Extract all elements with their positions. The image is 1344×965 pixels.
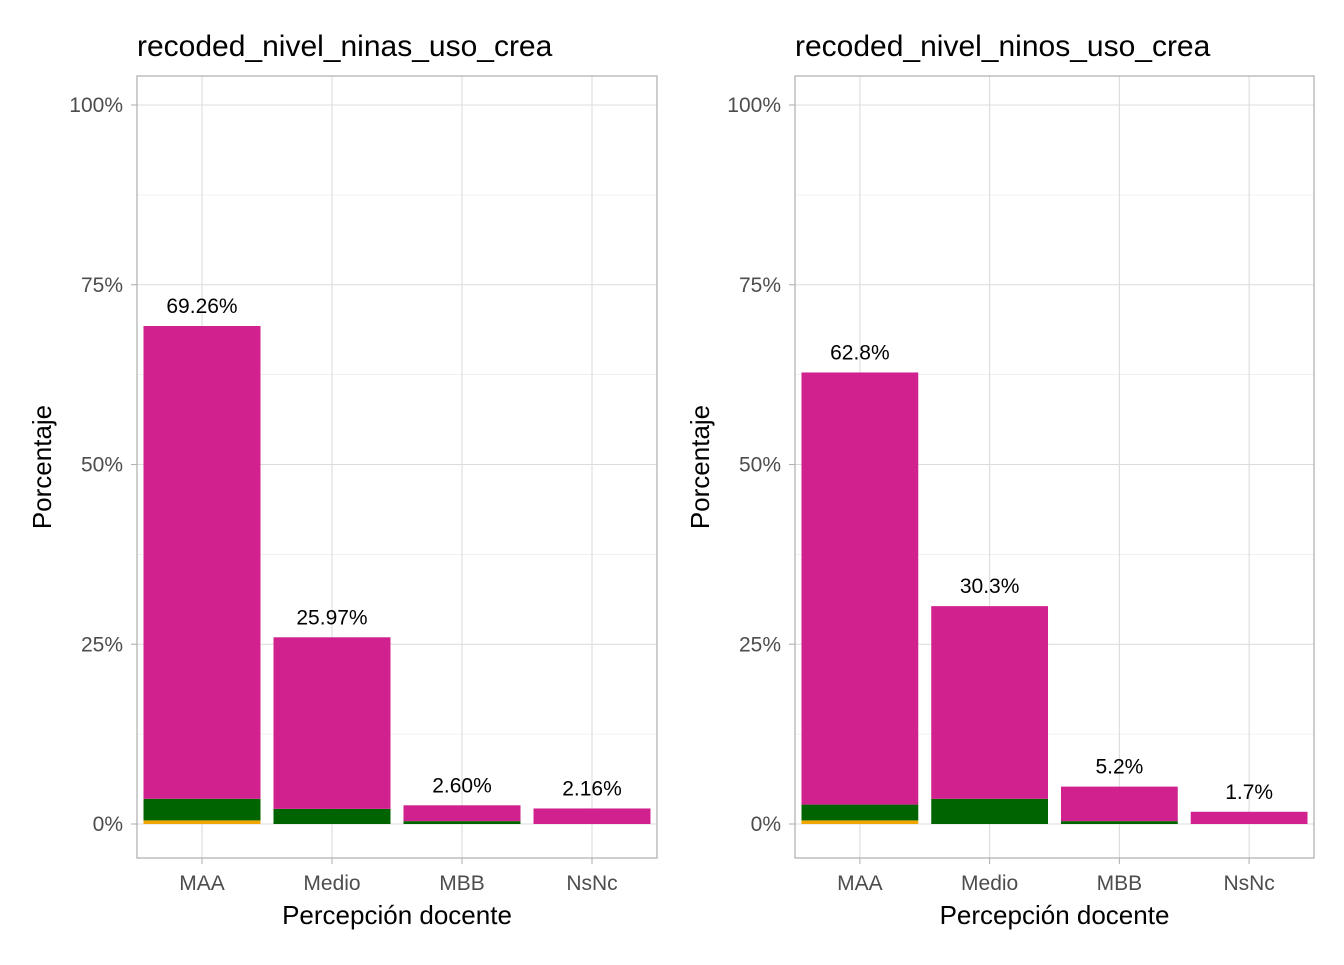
data-label: 25.97% (296, 606, 367, 629)
x-tick-label: NsNc (566, 872, 617, 895)
chart-title: recoded_nivel_ninos_uso_crea (795, 30, 1211, 63)
bar-segment-top-mbb (403, 805, 521, 822)
bar-segment-bottom-maa (143, 820, 261, 824)
y-tick-label: 100% (727, 94, 781, 117)
y-tick-label: 25% (739, 633, 781, 656)
data-label: 69.26% (166, 295, 237, 318)
data-label: 2.60% (432, 774, 492, 797)
bar-segment-middle-mbb (1060, 821, 1178, 824)
x-tick-label: NsNc (1223, 872, 1274, 895)
panel-border (794, 75, 1315, 859)
data-label: 5.2% (1095, 756, 1143, 779)
bar-segment-top-maa (143, 326, 261, 799)
bar-segment-middle-mbb (403, 821, 521, 824)
y-axis-label: Porcentaje (27, 405, 57, 529)
y-tick-label: 50% (739, 454, 781, 477)
x-tick-label: MBB (1097, 872, 1143, 895)
y-tick-label: 25% (81, 633, 123, 656)
bar-segment-bottom-maa (801, 820, 919, 824)
data-label: 62.8% (830, 341, 890, 364)
data-label: 2.16% (562, 777, 622, 800)
y-tick-label: 0% (751, 813, 781, 836)
chart-panel-2: 62.8% 30.3% 5.2% 1.7% 0% 25% 50% 75% 100% MAA Medi… (685, 30, 1315, 930)
bar-segment-top-medio (273, 637, 391, 809)
x-tick-label: MBB (439, 872, 485, 895)
bar-segment-middle-medio (273, 808, 391, 824)
bar-segment-top-mbb (1060, 786, 1178, 822)
y-axis-label: Porcentaje (685, 405, 715, 529)
y-tick-label: 75% (81, 274, 123, 297)
bar-segment-top-medio (931, 606, 1049, 799)
panel-border (136, 75, 658, 859)
x-tick-label: Medio (961, 872, 1018, 895)
bar-segment-top-maa (801, 372, 919, 805)
data-label: 30.3% (960, 575, 1020, 598)
bars (143, 326, 651, 824)
x-axis-label: Percepción docente (940, 900, 1170, 930)
bar-segment-middle-maa (801, 804, 919, 821)
bar-segment-middle-maa (143, 798, 261, 821)
data-label: 1.7% (1225, 781, 1273, 804)
y-tick-label: 100% (69, 94, 123, 117)
x-tick-label: MAA (179, 872, 225, 895)
bar-segment-top-nsnc (533, 808, 651, 824)
bar-segment-top-nsnc (1190, 811, 1308, 824)
x-axis-label: Percepción docente (282, 900, 512, 930)
y-tick-label: 0% (93, 813, 123, 836)
y-tick-label: 75% (739, 274, 781, 297)
chart-panel-1: 69.26% 25.97% 2.60% 2.16% 0% 25% 50% 75% 100% MAA… (27, 30, 658, 930)
y-tick-label: 50% (81, 454, 123, 477)
x-tick-label: Medio (303, 872, 360, 895)
x-tick-label: MAA (837, 872, 883, 895)
bar-segment-middle-medio (931, 798, 1049, 824)
bars (801, 372, 1308, 824)
chart-title: recoded_nivel_ninas_uso_crea (137, 30, 553, 63)
